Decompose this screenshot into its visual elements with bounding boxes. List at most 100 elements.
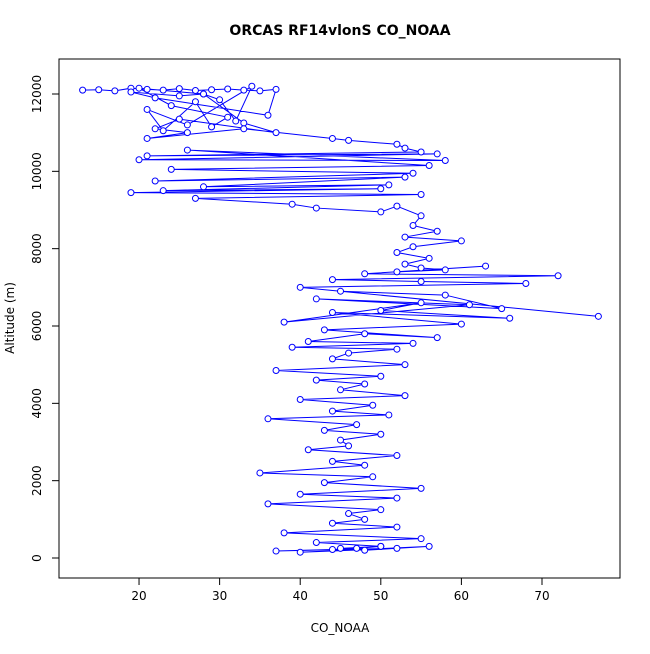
point: [441, 157, 449, 165]
point: [288, 200, 296, 208]
point: [441, 291, 449, 299]
point: [328, 519, 336, 527]
point: [482, 262, 490, 270]
point: [377, 372, 385, 380]
point: [425, 162, 433, 170]
point: [385, 411, 393, 419]
point: [127, 189, 135, 197]
data-line: [82, 84, 599, 553]
x-tick-label: 70: [534, 589, 549, 603]
x-axis-label: CO_NOAA: [311, 621, 371, 635]
point: [183, 121, 191, 129]
point: [143, 105, 151, 113]
point: [79, 86, 87, 94]
point: [264, 500, 272, 508]
point: [361, 546, 369, 554]
point: [183, 129, 191, 137]
point: [296, 395, 304, 403]
point: [425, 254, 433, 262]
point: [264, 111, 272, 119]
point: [401, 392, 409, 400]
point: [522, 279, 530, 287]
point: [377, 307, 385, 315]
point: [296, 490, 304, 498]
y-axis-label: Altitude (m): [3, 282, 17, 354]
point: [401, 260, 409, 268]
point: [377, 430, 385, 438]
point: [337, 287, 345, 295]
point: [345, 442, 353, 450]
point: [159, 127, 167, 135]
y-tick-label: 8000: [30, 233, 44, 264]
point: [393, 140, 401, 148]
point: [361, 380, 369, 388]
point: [393, 523, 401, 531]
point: [272, 85, 280, 93]
point: [159, 187, 167, 195]
point: [441, 266, 449, 274]
point: [506, 314, 514, 322]
point: [409, 169, 417, 177]
point: [409, 339, 417, 347]
point: [345, 510, 353, 518]
point: [208, 123, 216, 131]
point: [95, 86, 103, 94]
point: [433, 150, 441, 158]
point: [554, 272, 562, 280]
point: [216, 96, 224, 104]
point: [433, 334, 441, 342]
point: [312, 376, 320, 384]
point: [361, 515, 369, 523]
point: [361, 330, 369, 338]
point: [393, 544, 401, 552]
point: [200, 183, 208, 191]
point: [393, 345, 401, 353]
point: [135, 156, 143, 164]
x-tick-label: 20: [131, 589, 146, 603]
point: [328, 355, 336, 363]
point: [328, 546, 336, 554]
point: [175, 85, 183, 93]
point: [417, 191, 425, 199]
y-tick-label: 10000: [30, 152, 44, 190]
point: [191, 87, 199, 95]
point: [385, 181, 393, 189]
chart-title: ORCAS RF14vlonS CO_NOAA: [229, 23, 450, 39]
point: [409, 221, 417, 229]
point: [417, 212, 425, 220]
point: [256, 469, 264, 477]
point: [304, 446, 312, 454]
point: [191, 98, 199, 106]
point: [135, 84, 143, 92]
point: [328, 134, 336, 142]
y-tick-label: 4000: [30, 388, 44, 419]
point: [159, 86, 167, 94]
point: [208, 86, 216, 94]
point: [151, 177, 159, 185]
point: [377, 506, 385, 514]
y-tick-label: 12000: [30, 75, 44, 113]
point: [320, 326, 328, 334]
point: [328, 308, 336, 316]
point: [288, 343, 296, 351]
point: [264, 415, 272, 423]
point: [200, 90, 208, 98]
point: [272, 129, 280, 137]
point: [377, 542, 385, 550]
point: [353, 421, 361, 429]
plot-frame: [58, 58, 621, 579]
point: [353, 544, 361, 552]
point: [127, 88, 135, 96]
point: [417, 264, 425, 272]
point: [143, 152, 151, 160]
point: [232, 117, 240, 125]
point: [425, 542, 433, 550]
point: [280, 529, 288, 537]
point: [280, 318, 288, 326]
point: [240, 125, 248, 133]
point: [401, 233, 409, 241]
point: [248, 82, 256, 90]
point: [143, 85, 151, 93]
